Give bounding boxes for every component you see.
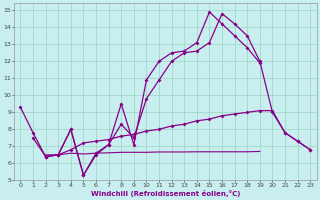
- X-axis label: Windchill (Refroidissement éolien,°C): Windchill (Refroidissement éolien,°C): [91, 190, 240, 197]
